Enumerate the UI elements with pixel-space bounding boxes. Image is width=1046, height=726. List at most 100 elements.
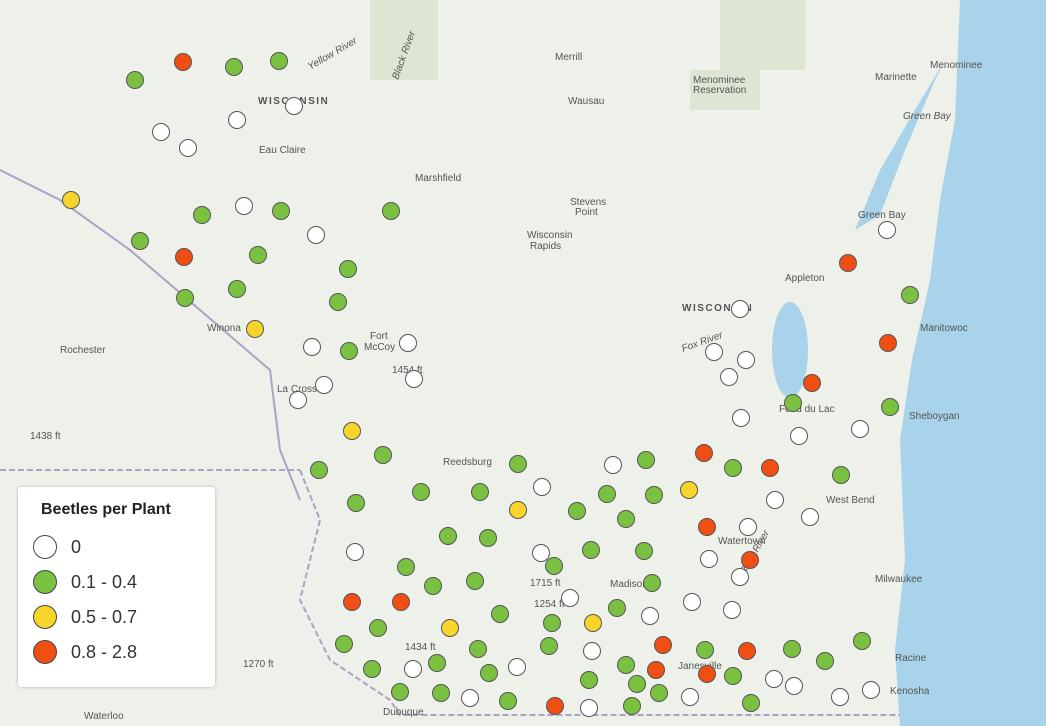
sample-site[interactable] [731, 300, 749, 318]
sample-site[interactable] [62, 191, 80, 209]
sample-site[interactable] [303, 338, 321, 356]
sample-site[interactable] [193, 206, 211, 224]
sample-site[interactable] [695, 444, 713, 462]
sample-site[interactable] [645, 486, 663, 504]
sample-site[interactable] [628, 675, 646, 693]
sample-site[interactable] [680, 481, 698, 499]
sample-site[interactable] [432, 684, 450, 702]
sample-site[interactable] [839, 254, 857, 272]
sample-site[interactable] [583, 642, 601, 660]
sample-site[interactable] [405, 370, 423, 388]
sample-site[interactable] [881, 398, 899, 416]
sample-site[interactable] [152, 123, 170, 141]
sample-site[interactable] [700, 550, 718, 568]
sample-site[interactable] [831, 688, 849, 706]
sample-site[interactable] [617, 510, 635, 528]
sample-site[interactable] [399, 334, 417, 352]
sample-site[interactable] [816, 652, 834, 670]
sample-site[interactable] [785, 677, 803, 695]
sample-site[interactable] [179, 139, 197, 157]
sample-site[interactable] [466, 572, 484, 590]
sample-site[interactable] [346, 543, 364, 561]
sample-site[interactable] [737, 351, 755, 369]
sample-site[interactable] [739, 518, 757, 536]
sample-site[interactable] [471, 483, 489, 501]
sample-site[interactable] [347, 494, 365, 512]
sample-site[interactable] [176, 289, 194, 307]
sample-site[interactable] [784, 394, 802, 412]
sample-site[interactable] [343, 422, 361, 440]
sample-site[interactable] [369, 619, 387, 637]
sample-site[interactable] [561, 589, 579, 607]
sample-site[interactable] [228, 111, 246, 129]
sample-site[interactable] [654, 636, 672, 654]
sample-site[interactable] [249, 246, 267, 264]
sample-site[interactable] [175, 248, 193, 266]
sample-site[interactable] [761, 459, 779, 477]
sample-site[interactable] [604, 456, 622, 474]
sample-site[interactable] [412, 483, 430, 501]
sample-site[interactable] [862, 681, 880, 699]
sample-site[interactable] [285, 97, 303, 115]
sample-site[interactable] [339, 260, 357, 278]
sample-site[interactable] [225, 58, 243, 76]
sample-site[interactable] [698, 665, 716, 683]
sample-site[interactable] [246, 320, 264, 338]
sample-site[interactable] [681, 688, 699, 706]
sample-site[interactable] [397, 558, 415, 576]
sample-site[interactable] [832, 466, 850, 484]
sample-site[interactable] [635, 542, 653, 560]
sample-site[interactable] [598, 485, 616, 503]
sample-site[interactable] [329, 293, 347, 311]
sample-site[interactable] [289, 391, 307, 409]
sample-site[interactable] [499, 692, 517, 710]
sample-site[interactable] [853, 632, 871, 650]
sample-site[interactable] [272, 202, 290, 220]
sample-site[interactable] [765, 670, 783, 688]
sample-site[interactable] [491, 605, 509, 623]
sample-site[interactable] [461, 689, 479, 707]
sample-site[interactable] [641, 607, 659, 625]
sample-site[interactable] [617, 656, 635, 674]
sample-site[interactable] [374, 446, 392, 464]
sample-site[interactable] [580, 671, 598, 689]
sample-site[interactable] [742, 694, 760, 712]
sample-site[interactable] [479, 529, 497, 547]
sample-site[interactable] [508, 658, 526, 676]
sample-site[interactable] [580, 699, 598, 717]
sample-site[interactable] [509, 455, 527, 473]
sample-site[interactable] [439, 527, 457, 545]
sample-site[interactable] [174, 53, 192, 71]
sample-site[interactable] [637, 451, 655, 469]
sample-site[interactable] [543, 614, 561, 632]
sample-site[interactable] [540, 637, 558, 655]
sample-site[interactable] [647, 661, 665, 679]
sample-site[interactable] [228, 280, 246, 298]
sample-site[interactable] [270, 52, 288, 70]
sample-site[interactable] [650, 684, 668, 702]
sample-site[interactable] [698, 518, 716, 536]
sample-site[interactable] [441, 619, 459, 637]
sample-site[interactable] [391, 683, 409, 701]
sample-site[interactable] [568, 502, 586, 520]
sample-site[interactable] [582, 541, 600, 559]
sample-site[interactable] [731, 568, 749, 586]
sample-site[interactable] [790, 427, 808, 445]
sample-site[interactable] [315, 376, 333, 394]
sample-site[interactable] [683, 593, 701, 611]
sample-site[interactable] [310, 461, 328, 479]
sample-site[interactable] [307, 226, 325, 244]
sample-site[interactable] [532, 544, 550, 562]
sample-site[interactable] [851, 420, 869, 438]
sample-site[interactable] [766, 491, 784, 509]
sample-site[interactable] [705, 343, 723, 361]
sample-site[interactable] [732, 409, 750, 427]
sample-site[interactable] [382, 202, 400, 220]
sample-site[interactable] [404, 660, 422, 678]
sample-site[interactable] [803, 374, 821, 392]
sample-site[interactable] [696, 641, 714, 659]
sample-site[interactable] [235, 197, 253, 215]
sample-site[interactable] [533, 478, 551, 496]
sample-site[interactable] [428, 654, 446, 672]
sample-site[interactable] [801, 508, 819, 526]
